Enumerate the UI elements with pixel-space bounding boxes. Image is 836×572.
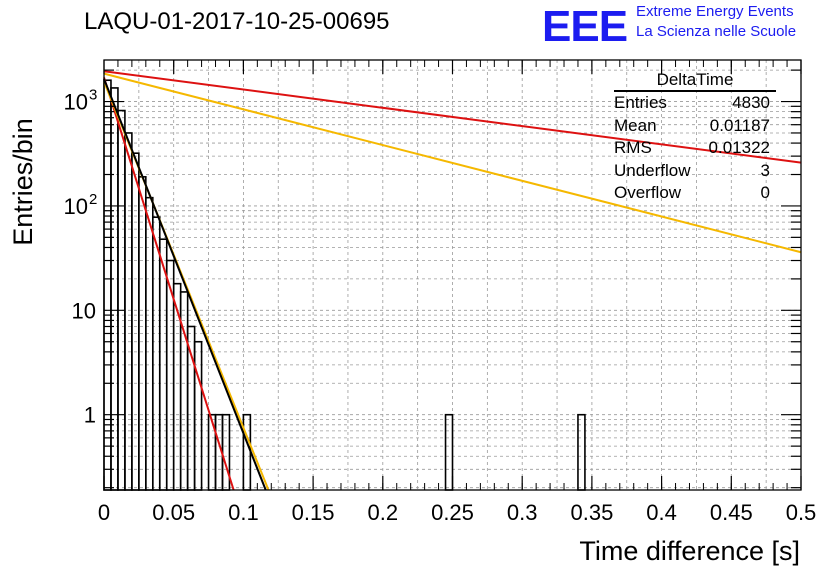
y-tick-label: 10 — [72, 298, 96, 323]
x-tick-label: 0.05 — [152, 500, 195, 525]
y-tick-exponent: 2 — [89, 191, 97, 208]
stats-row-mean: Mean 0.01187 — [614, 115, 776, 138]
stats-row-entries: Entries 4830 — [614, 92, 776, 115]
stats-row-underflow: Underflow 3 — [614, 160, 776, 183]
x-tick-label: 0.5 — [786, 500, 817, 525]
y-tick-exponent: 3 — [89, 87, 97, 104]
histogram-bar — [186, 325, 196, 491]
histogram-bar — [242, 413, 252, 491]
stats-row-overflow: Overflow 0 — [614, 182, 776, 205]
histogram-bar — [117, 109, 126, 491]
fit-line-red-steep — [103, 77, 235, 491]
stats-title: DeltaTime — [614, 70, 776, 92]
stats-value: 0 — [760, 183, 770, 202]
stats-value: 4830 — [732, 93, 770, 112]
histogram-bar — [103, 79, 112, 491]
y-axis-label: Entries/bin — [8, 118, 38, 246]
histogram-bar — [577, 413, 586, 491]
histogram-bar — [151, 216, 161, 491]
logo-line-1: Extreme Energy Events — [636, 3, 794, 20]
fit-line-black-steep — [103, 78, 267, 491]
stats-label: Underflow — [614, 160, 691, 180]
histogram-bar — [172, 282, 182, 491]
histogram-bar — [444, 413, 454, 491]
stats-value: 0.01322 — [708, 138, 770, 157]
logo-line-2: La Scienza nelle Scuole — [636, 23, 797, 40]
x-tick-label: 0.25 — [431, 500, 474, 525]
histogram-bar — [131, 152, 140, 491]
stats-value: 3 — [760, 160, 770, 180]
histogram-bars — [103, 79, 586, 491]
stats-value: 0.01187 — [709, 115, 770, 135]
stats-label: RMS — [614, 138, 652, 157]
x-tick-label: 0.2 — [368, 500, 399, 525]
x-ticks: 0 0.05 0.1 0.15 0.2 0.25 0.3 0.35 0.4 0.45 0.5 — [98, 60, 816, 525]
fit-line-red-slow — [103, 70, 802, 164]
y-tick-label: 10 — [64, 194, 88, 219]
x-tick-label: 0.45 — [710, 500, 753, 525]
fit-curves — [103, 70, 802, 491]
eee-logo: EEE — [542, 2, 628, 51]
x-axis-label: Time difference [s] — [579, 536, 800, 566]
histogram-bar — [193, 340, 203, 491]
stats-label: Overflow — [614, 183, 682, 202]
stats-label: Entries — [614, 93, 667, 112]
stats-row-rms: RMS 0.01322 — [614, 137, 776, 160]
x-tick-label: 0.15 — [292, 500, 335, 525]
x-tick-label: 0.4 — [646, 500, 677, 525]
fit-line-orange-slow — [103, 72, 802, 254]
y-tick-label: 1 — [84, 403, 96, 428]
x-tick-label: 0.1 — [228, 500, 259, 525]
histogram-bar — [110, 87, 119, 491]
stats-label: Mean — [614, 115, 657, 135]
x-tick-label: 0.35 — [570, 500, 613, 525]
run-title: LAQU-01-2017-10-25-00695 — [84, 8, 390, 35]
histogram-bar — [124, 132, 133, 491]
y-tick-label: 10 — [64, 90, 88, 115]
histogram-bar — [221, 413, 231, 491]
stats-box: DeltaTime Entries 4830 Mean 0.01187 RMS … — [614, 70, 776, 205]
x-tick-label: 0.3 — [507, 500, 538, 525]
x-tick-label: 0 — [98, 500, 110, 525]
